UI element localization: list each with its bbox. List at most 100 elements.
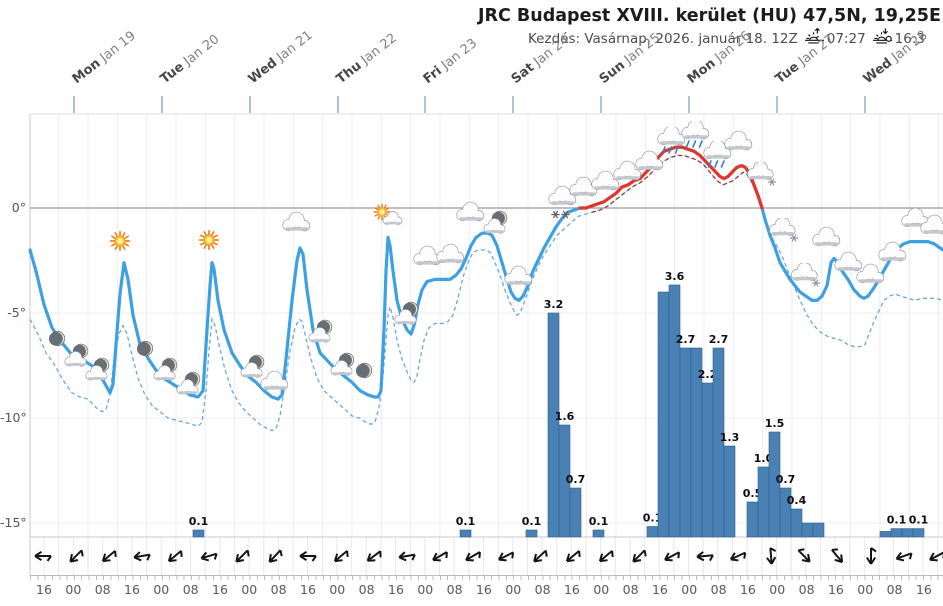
x-axis-hour-label: 00 bbox=[153, 582, 170, 597]
precip-bar bbox=[525, 529, 538, 538]
day-tick bbox=[688, 96, 690, 113]
precip-bar bbox=[890, 528, 903, 538]
weather-icon-moon bbox=[48, 330, 66, 351]
x-axis-hour-label: 16 bbox=[915, 582, 932, 597]
wind-arrow bbox=[791, 543, 817, 569]
wind-arrow bbox=[527, 543, 553, 569]
day-tick bbox=[512, 96, 514, 113]
precip-bar-label: 1.5 bbox=[765, 417, 785, 430]
weather-icon-cloud bbox=[809, 226, 845, 255]
weather-icon-cloud bbox=[875, 241, 911, 270]
weather-icon-moon-cloud bbox=[175, 371, 205, 402]
wind-arrow bbox=[394, 543, 420, 569]
x-axis-hour-label: 16 bbox=[475, 582, 492, 597]
weather-icon-cloud-rain bbox=[678, 119, 714, 155]
weather-icon-moon-cloud bbox=[84, 357, 114, 388]
wind-arrow bbox=[328, 543, 354, 569]
weather-icon-sun bbox=[197, 228, 221, 256]
day-tick bbox=[776, 96, 778, 113]
x-axis-hour-label: 08 bbox=[182, 582, 199, 597]
day-tick bbox=[864, 96, 866, 113]
weather-icon-moon-cloud bbox=[329, 352, 359, 383]
x-axis-hour-label: 00 bbox=[417, 582, 434, 597]
temperature-curve bbox=[28, 145, 943, 401]
sunrise-time: 07:27 bbox=[826, 30, 866, 47]
precip-bar bbox=[569, 487, 582, 538]
wind-arrow bbox=[692, 543, 718, 569]
wind-arrow bbox=[725, 543, 751, 569]
weather-icon-cloud-snow bbox=[788, 262, 824, 295]
weather-icon-moon-cloud bbox=[307, 319, 337, 350]
x-axis-hour-label: 08 bbox=[710, 582, 727, 597]
x-axis-hour-label: 16 bbox=[124, 582, 140, 597]
felt-temperature-curve-warm bbox=[591, 154, 764, 213]
precip-bar bbox=[912, 528, 925, 538]
precip-bar bbox=[757, 466, 770, 538]
x-axis-hour-label: 16 bbox=[300, 582, 316, 597]
wind-arrow bbox=[295, 543, 321, 569]
precip-bar bbox=[459, 529, 472, 538]
precip-bar bbox=[547, 312, 560, 538]
weather-icon-cloud bbox=[917, 214, 943, 243]
precip-bar-label: 0.1 bbox=[643, 512, 663, 525]
wind-arrow bbox=[129, 543, 155, 569]
precip-bar bbox=[558, 424, 571, 538]
precip-bar-label: 0.1 bbox=[887, 514, 907, 527]
wind-arrow bbox=[858, 543, 884, 569]
precip-bar-label: 2.7 bbox=[709, 333, 729, 346]
temperature-curve-warm bbox=[578, 145, 764, 210]
precip-bar bbox=[801, 522, 814, 538]
x-axis-hour-label: 16 bbox=[36, 582, 52, 597]
precip-bar bbox=[646, 526, 659, 538]
weather-icon-cloud bbox=[831, 251, 867, 280]
x-axis-hour-label: 00 bbox=[593, 582, 610, 597]
precip-bar bbox=[192, 529, 205, 538]
precip-bar-label: 1.6 bbox=[555, 410, 575, 423]
precip-bar-label: 0.1 bbox=[522, 515, 542, 528]
precip-bar bbox=[712, 347, 725, 538]
wind-arrow bbox=[96, 543, 122, 569]
y-axis-label: -15° bbox=[0, 515, 27, 530]
weather-icon-cloud bbox=[453, 201, 489, 230]
wind-arrow bbox=[262, 543, 288, 569]
wind-arrow bbox=[493, 543, 519, 569]
day-tick bbox=[73, 96, 75, 113]
x-axis-hour-label: 16 bbox=[651, 582, 668, 597]
weather-icon-moon-cloud bbox=[239, 354, 269, 385]
x-axis-hour-label: 08 bbox=[622, 582, 639, 597]
x-axis-hour-label: 08 bbox=[270, 582, 287, 597]
precip-bar-label: 0.1 bbox=[909, 514, 929, 527]
x-axis-hour-label: 08 bbox=[94, 582, 111, 597]
sunset-time: 16:3 bbox=[894, 30, 925, 47]
weather-icon-moon-cloud bbox=[393, 301, 423, 332]
felt-temperature-curve bbox=[29, 154, 943, 432]
precip-bar bbox=[679, 347, 692, 538]
precip-bar-label: 0.1 bbox=[189, 515, 209, 528]
wind-arrow bbox=[891, 543, 917, 569]
weather-icon-moon-cloud bbox=[152, 357, 182, 388]
wind-arrow bbox=[824, 543, 850, 569]
weather-icon-moon-cloud bbox=[482, 210, 512, 241]
precip-bar bbox=[879, 531, 892, 538]
weather-icon-cloud bbox=[721, 130, 757, 159]
weather-icon-cloud bbox=[853, 263, 889, 292]
weather-icon-cloud bbox=[545, 185, 581, 214]
weather-icon-cloud bbox=[898, 207, 934, 236]
weather-icon-moon bbox=[355, 362, 373, 383]
sunset-icon bbox=[872, 27, 893, 50]
precip-bar bbox=[668, 284, 681, 538]
precip-bar bbox=[592, 529, 605, 538]
precip-bar bbox=[701, 382, 714, 538]
x-axis-hour-label: 00 bbox=[241, 582, 258, 597]
weather-icon-moon-cloud bbox=[63, 343, 93, 374]
day-tick bbox=[337, 96, 339, 113]
wind-arrow bbox=[924, 543, 943, 569]
wind-arrow bbox=[30, 543, 56, 569]
x-axis-hour-label: 08 bbox=[798, 582, 815, 597]
precip-bar-label: 1.3 bbox=[720, 431, 740, 444]
weather-icon-sun-cloud bbox=[371, 202, 405, 232]
day-tick bbox=[161, 96, 163, 113]
wind-arrow bbox=[626, 543, 652, 569]
x-axis-hour-label: 16 bbox=[827, 582, 844, 597]
